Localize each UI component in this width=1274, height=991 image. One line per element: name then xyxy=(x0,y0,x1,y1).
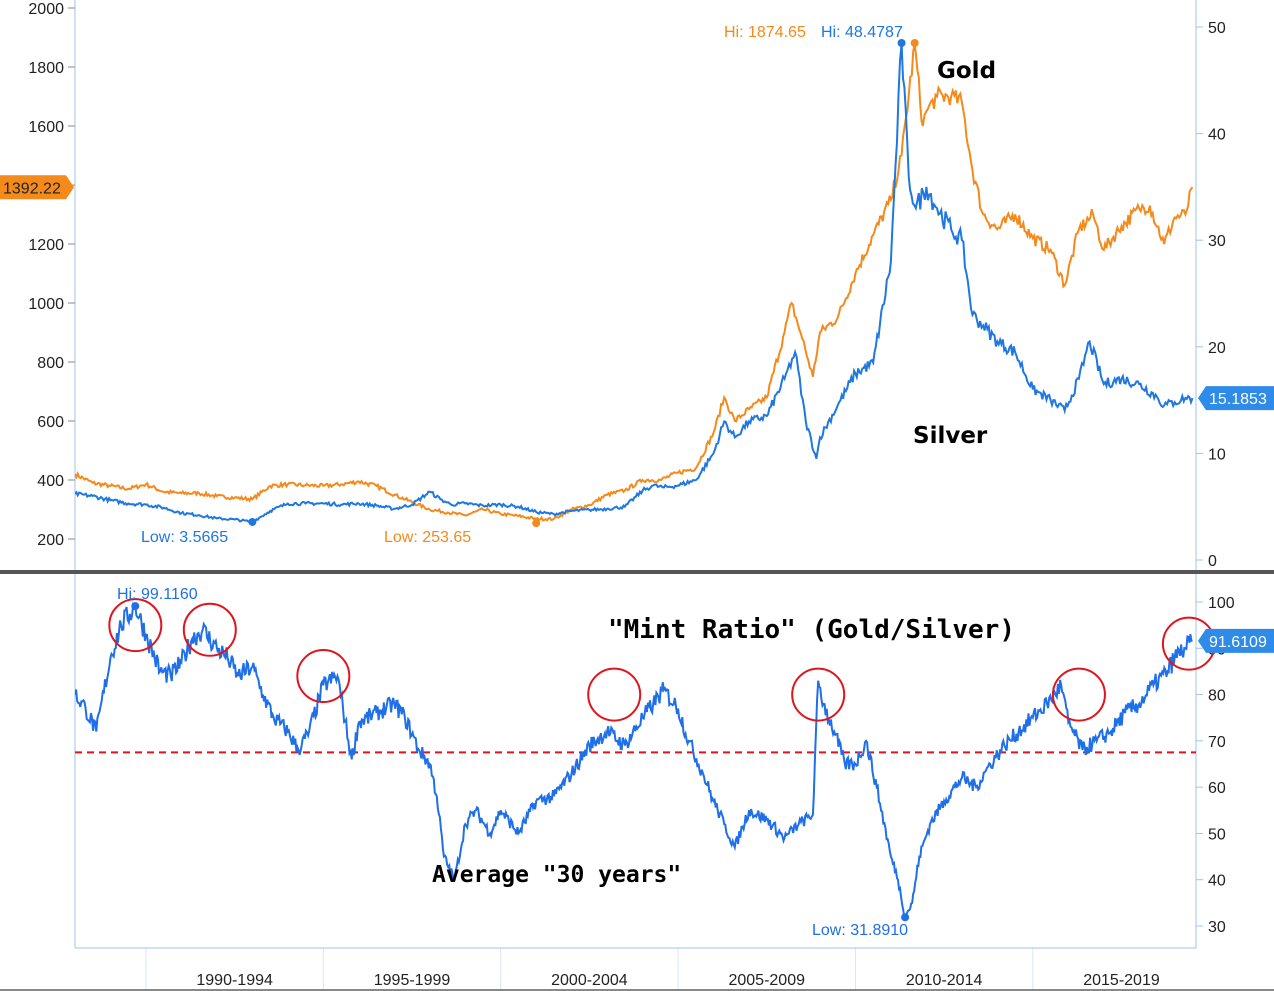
annotation-label: Hi: 99.1160 xyxy=(117,586,198,603)
left-tick-label: 400 xyxy=(37,473,64,490)
annotation-marker xyxy=(532,519,541,528)
highlight-circle xyxy=(587,667,642,722)
annotation-label: Hi: 1874.65 xyxy=(724,24,806,41)
ratio-tick-label: 100 xyxy=(1208,595,1235,612)
ratio-tick-label: 80 xyxy=(1208,688,1226,705)
ratio-tick-label: 40 xyxy=(1208,873,1226,890)
right-tick-label: 50 xyxy=(1208,20,1226,37)
annotation-marker xyxy=(131,602,140,611)
average-label: Average "30 years" xyxy=(432,862,681,888)
silver-series-label: Silver xyxy=(913,423,988,449)
annotation-label: Low: 31.8910 xyxy=(812,922,908,939)
left-tick-label: 1000 xyxy=(28,296,64,313)
left-tick-label: 1800 xyxy=(28,60,64,77)
bottom-panel-series xyxy=(75,601,1193,918)
silver-last-value-tag-text: 15.1853 xyxy=(1209,391,1267,408)
gold-last-value-tag-text: 1392.22 xyxy=(3,180,61,197)
gold-series-label: Gold xyxy=(937,58,996,84)
silver-last-value-tag-box xyxy=(1198,386,1274,411)
top-panel-series xyxy=(75,43,1194,524)
highlight-circle xyxy=(108,598,163,653)
annotation-marker xyxy=(248,517,257,526)
left-tick-label: 200 xyxy=(37,532,64,549)
annotation-label: Hi: 48.4787 xyxy=(821,24,903,41)
annotation-label: Low: 253.65 xyxy=(384,529,471,546)
left-tick-label: 1200 xyxy=(28,237,64,254)
gold-series-line xyxy=(75,44,1194,522)
left-tick-label: 800 xyxy=(37,355,64,372)
annotations-layer: Hi: 1874.65 Hi: 48.4787 Low: 3.5665 Low: 25… xyxy=(0,24,1274,939)
right-tick-label: 30 xyxy=(1208,233,1226,250)
right-tick-label: 20 xyxy=(1208,340,1226,357)
annotation-marker xyxy=(901,913,910,922)
ratio-tick-label: 30 xyxy=(1208,919,1226,936)
mint-ratio-line xyxy=(75,601,1193,918)
ratio-last-value-tag-box xyxy=(1198,628,1274,653)
annotation-marker xyxy=(897,39,906,47)
x-tick-label: 2005-2009 xyxy=(728,972,805,989)
right-tick-label: 10 xyxy=(1208,446,1226,463)
ratio-last-value-tag-text: 91.6109 xyxy=(1209,634,1267,651)
highlight-circle xyxy=(791,667,846,722)
x-tick-label: 2015-2019 xyxy=(1083,972,1160,989)
x-tick-label: 1995-1999 xyxy=(374,972,451,989)
right-tick-label: 40 xyxy=(1208,127,1226,144)
highlight-circle xyxy=(182,602,237,657)
ratio-chart-title: "Mint Ratio" (Gold/Silver) xyxy=(608,615,1015,645)
silver-series-line xyxy=(75,43,1194,524)
annotation-label: Low: 3.5665 xyxy=(141,529,228,546)
highlight-circle xyxy=(296,649,351,704)
right-tick-label: 0 xyxy=(1208,553,1217,570)
ratio-tick-label: 50 xyxy=(1208,826,1226,843)
ratio-tick-label: 60 xyxy=(1208,780,1226,797)
gold-last-value-tag-box xyxy=(0,175,74,200)
x-tick-label: 2000-2004 xyxy=(551,972,628,989)
left-tick-label: 2000 xyxy=(28,1,64,18)
grid-layer xyxy=(145,948,1034,990)
series-layer xyxy=(75,43,1196,918)
left-tick-label: 600 xyxy=(37,414,64,431)
x-tick-label: 1990-1994 xyxy=(196,972,273,989)
highlight-circle xyxy=(1051,667,1106,722)
x-tick-label: 2010-2014 xyxy=(906,972,983,989)
left-tick-label: 1600 xyxy=(28,119,64,136)
ratio-tick-label: 70 xyxy=(1208,734,1226,751)
annotation-marker xyxy=(910,39,919,47)
